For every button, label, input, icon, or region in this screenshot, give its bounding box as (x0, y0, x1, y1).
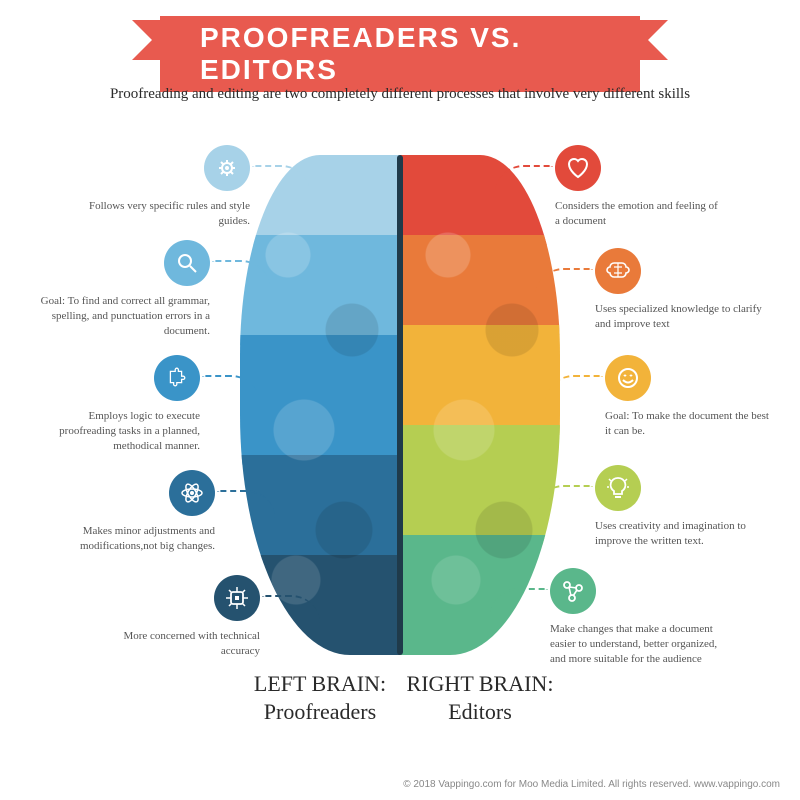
atom-icon (169, 470, 215, 516)
chip-icon (214, 575, 260, 621)
left-item-3: Employs logic to execute proofreading ta… (30, 355, 200, 454)
subtitle: Proofreading and editing are two complet… (0, 86, 800, 103)
right-hemisphere (400, 155, 560, 655)
right-item-1: Considers the emotion and feeling of a d… (555, 145, 725, 229)
banner-dot-right (642, 50, 650, 58)
smile-icon (605, 355, 651, 401)
title-text: PROOFREADERS VS. EDITORS (160, 16, 640, 92)
left-item-2: Goal: To find and correct all grammar, s… (40, 240, 210, 339)
item-text: Make changes that make a document easier… (550, 616, 720, 667)
left-item-1: Follows very specific rules and style gu… (80, 145, 250, 229)
right-item-2: Uses specialized knowledge to clarify an… (595, 248, 765, 332)
magnify-icon (164, 240, 210, 286)
puzzle-icon (154, 355, 200, 401)
brain-divider (397, 155, 403, 655)
item-text: Uses specialized knowledge to clarify an… (595, 296, 765, 332)
item-text: Goal: To find and correct all grammar, s… (40, 288, 210, 339)
gears-icon (204, 145, 250, 191)
right-item-3: Goal: To make the document the best it c… (605, 355, 775, 439)
bulb-icon (595, 465, 641, 511)
item-text: Makes minor adjustments and modification… (45, 518, 215, 554)
right-item-5: Make changes that make a document easier… (550, 568, 720, 667)
item-text: Uses creativity and imagination to impro… (595, 513, 765, 549)
left-hemisphere (240, 155, 400, 655)
left-item-5: More concerned with technical accuracy (90, 575, 260, 659)
brain-icon (595, 248, 641, 294)
item-text: Goal: To make the document the best it c… (605, 403, 775, 439)
left-item-4: Makes minor adjustments and modification… (45, 470, 215, 554)
left-brain-label: LEFT BRAIN: Proofreaders (240, 670, 400, 725)
heart-icon (555, 145, 601, 191)
item-text: More concerned with technical accuracy (90, 623, 260, 659)
item-text: Employs logic to execute proofreading ta… (30, 403, 200, 454)
right-item-4: Uses creativity and imagination to impro… (595, 465, 765, 549)
item-text: Follows very specific rules and style gu… (80, 193, 250, 229)
brain-illustration (240, 155, 560, 655)
footer-credit: © 2018 Vappingo.com for Moo Media Limite… (403, 779, 780, 790)
title-banner: PROOFREADERS VS. EDITORS (160, 30, 640, 78)
network-icon (550, 568, 596, 614)
right-brain-label: RIGHT BRAIN: Editors (400, 670, 560, 725)
item-text: Considers the emotion and feeling of a d… (555, 193, 725, 229)
